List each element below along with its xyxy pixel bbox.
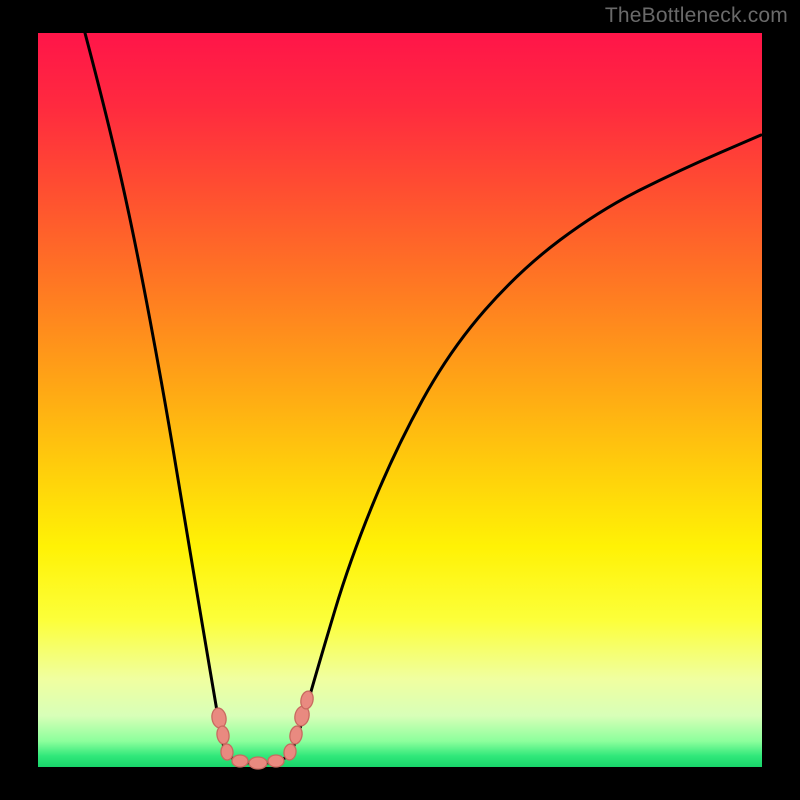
marker-point <box>289 725 304 745</box>
watermark-text: TheBottleneck.com <box>605 4 788 28</box>
marker-point <box>216 725 230 744</box>
marker-point <box>268 755 284 767</box>
marker-point <box>249 757 267 769</box>
marker-point <box>232 755 248 767</box>
marker-point <box>283 743 297 761</box>
marker-point <box>220 744 233 761</box>
outer-frame: TheBottleneck.com <box>0 0 800 800</box>
marker-group <box>210 690 314 769</box>
bottleneck-curve <box>85 33 761 764</box>
chart-overlay <box>0 0 800 800</box>
marker-point <box>210 707 227 729</box>
